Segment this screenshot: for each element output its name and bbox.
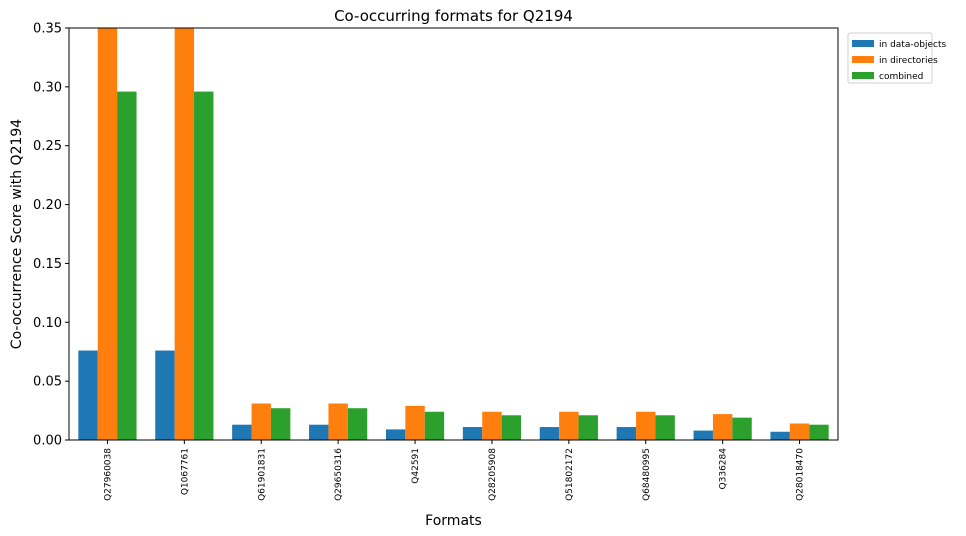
x-tick-label: Q28205908 bbox=[488, 448, 498, 501]
bar bbox=[347, 408, 368, 440]
bar bbox=[809, 424, 829, 440]
bar bbox=[424, 411, 445, 440]
x-tick-label: Q68480995 bbox=[642, 448, 652, 501]
bar bbox=[636, 411, 656, 440]
plot-frame bbox=[68, 27, 839, 441]
y-tick-label: 0.20 bbox=[33, 198, 62, 213]
legend-swatch bbox=[852, 72, 874, 79]
bar bbox=[194, 91, 214, 441]
x-tick-label: Q51802172 bbox=[565, 448, 575, 501]
y-axis-title: Co-occurrence Score with Q2194 bbox=[9, 119, 25, 350]
y-tick-label: 0.35 bbox=[33, 22, 62, 37]
legend-swatch bbox=[852, 40, 874, 47]
bar bbox=[616, 427, 637, 440]
bar bbox=[789, 423, 810, 440]
bar bbox=[328, 403, 348, 440]
legend-label: combined bbox=[879, 72, 923, 82]
y-tick-label: 0.15 bbox=[33, 257, 62, 272]
y-tick-label: 0.05 bbox=[33, 375, 62, 390]
bar bbox=[117, 91, 137, 441]
bars-group bbox=[78, 28, 829, 441]
bar bbox=[78, 350, 98, 440]
bar bbox=[712, 414, 733, 440]
y-axis: 0.00 0.05 0.10 0.15 0.20 0.25 0.30 0.35 bbox=[33, 22, 69, 449]
x-tick-label: Q336284 bbox=[719, 448, 729, 490]
bar bbox=[232, 424, 252, 440]
bar bbox=[501, 415, 522, 440]
legend: in data-objects in directories combined bbox=[847, 32, 946, 84]
bar bbox=[559, 411, 579, 440]
bar bbox=[174, 28, 195, 440]
x-tick-label: Q61901831 bbox=[257, 448, 267, 501]
x-tick-label: Q42591 bbox=[411, 448, 421, 484]
x-tick-label: Q28018470 bbox=[796, 448, 806, 501]
y-tick-label: 0.10 bbox=[33, 316, 62, 331]
chart-title: Co-occurring formats for Q2194 bbox=[334, 7, 573, 25]
legend-label: in directories bbox=[879, 56, 938, 66]
y-tick-label: 0.30 bbox=[33, 80, 62, 95]
x-tick-label: Q27960038 bbox=[103, 448, 113, 501]
bar bbox=[693, 430, 713, 440]
bar bbox=[309, 424, 329, 440]
bar bbox=[405, 405, 425, 440]
bar bbox=[385, 429, 406, 440]
y-tick-label: 0.25 bbox=[33, 139, 62, 154]
legend-label: in data-objects bbox=[879, 40, 946, 50]
bar bbox=[251, 403, 271, 440]
x-axis-title: Formats bbox=[425, 513, 482, 529]
bar bbox=[732, 417, 752, 440]
x-tick-label: Q29650316 bbox=[334, 448, 344, 501]
legend-swatch bbox=[852, 56, 874, 63]
bar bbox=[482, 411, 502, 440]
bar bbox=[655, 415, 675, 440]
bar bbox=[155, 350, 175, 440]
bar bbox=[97, 28, 118, 440]
bar bbox=[539, 427, 560, 440]
bar bbox=[462, 427, 483, 440]
bar bbox=[578, 415, 598, 440]
x-axis: Q27960038 Q1067761 Q61901831 Q29650316 Q4259… bbox=[103, 440, 806, 501]
bar bbox=[270, 408, 291, 440]
bar bbox=[770, 431, 790, 440]
x-tick-label: Q1067761 bbox=[180, 448, 190, 495]
y-tick-label: 0.00 bbox=[33, 434, 62, 449]
